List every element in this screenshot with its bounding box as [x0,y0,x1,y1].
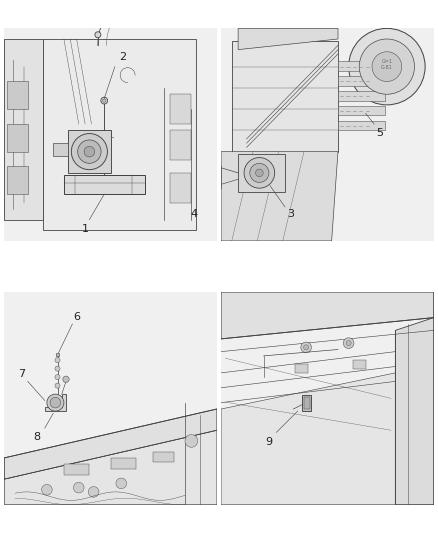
Polygon shape [53,143,68,156]
Circle shape [47,394,64,411]
Polygon shape [221,292,434,505]
Bar [7,166,28,194]
Circle shape [74,482,84,493]
Text: 1: 1 [81,224,88,234]
Circle shape [50,397,61,408]
Circle shape [372,52,402,82]
Polygon shape [221,373,396,505]
Circle shape [78,140,101,163]
Bar [7,82,28,109]
Polygon shape [238,28,338,50]
Circle shape [346,341,351,346]
Polygon shape [4,430,217,505]
Polygon shape [4,39,42,220]
Polygon shape [221,28,434,241]
Circle shape [116,478,127,489]
Polygon shape [4,409,217,479]
Text: 3: 3 [287,209,294,219]
Bar [296,365,308,373]
Text: 5: 5 [376,128,383,138]
Bar [338,121,385,131]
Circle shape [304,345,309,350]
Circle shape [250,163,269,182]
Bar [7,124,28,151]
Circle shape [55,358,60,362]
Circle shape [244,158,275,188]
Bar [353,360,366,369]
Circle shape [349,28,425,105]
Bar [212,166,221,188]
Polygon shape [221,151,338,241]
Circle shape [102,99,106,102]
Polygon shape [45,394,66,411]
Circle shape [42,484,52,495]
Text: 6: 6 [74,312,81,322]
Bar [56,353,59,356]
Circle shape [101,97,108,104]
Polygon shape [396,318,434,505]
Text: 4: 4 [191,209,198,219]
Bar [338,61,385,71]
Circle shape [88,487,99,497]
Bar [111,458,136,469]
Polygon shape [4,292,217,505]
Bar [304,397,310,409]
Circle shape [359,39,414,94]
Bar [68,131,111,173]
Circle shape [209,188,216,196]
Circle shape [185,434,198,447]
Circle shape [55,366,60,371]
Bar [302,395,311,411]
Bar [170,94,191,124]
Text: 7: 7 [18,369,26,379]
Circle shape [71,134,107,169]
Bar [170,173,191,203]
Bar [153,451,174,462]
Bar [170,131,191,160]
Bar [238,154,285,192]
Bar [338,91,385,101]
Circle shape [343,338,354,349]
Circle shape [84,147,95,157]
Circle shape [95,32,101,38]
Bar [64,464,89,475]
Bar [338,106,385,116]
Circle shape [301,342,311,353]
Text: 2: 2 [119,52,126,62]
Bar [64,175,145,194]
Circle shape [255,169,263,177]
Bar [338,76,385,86]
Text: G=1
G-81: G=1 G-81 [381,59,393,70]
Bar [232,41,338,151]
Circle shape [63,376,69,383]
Text: 9: 9 [265,437,272,447]
Circle shape [55,375,60,379]
Polygon shape [4,28,217,241]
Circle shape [55,383,60,388]
Polygon shape [42,39,196,230]
Polygon shape [221,292,434,339]
Text: 8: 8 [33,432,40,442]
